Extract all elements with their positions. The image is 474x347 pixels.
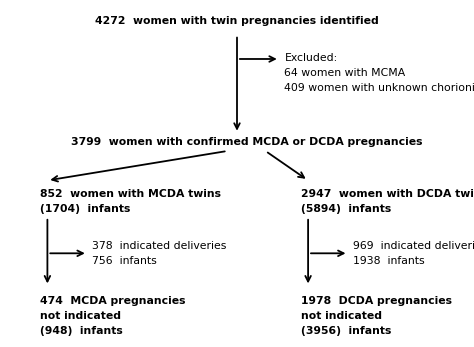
- Text: 474  MCDA pregnancies
not indicated
(948)  infants: 474 MCDA pregnancies not indicated (948)…: [40, 296, 186, 336]
- Text: 1978  DCDA pregnancies
not indicated
(3956)  infants: 1978 DCDA pregnancies not indicated (395…: [301, 296, 452, 336]
- Text: 2947  women with DCDA twins
(5894)  infants: 2947 women with DCDA twins (5894) infant…: [301, 189, 474, 214]
- Text: 969  indicated deliveries
1938  infants: 969 indicated deliveries 1938 infants: [353, 241, 474, 266]
- Text: 4272  women with twin pregnancies identified: 4272 women with twin pregnancies identif…: [95, 16, 379, 26]
- Text: 378  indicated deliveries
756  infants: 378 indicated deliveries 756 infants: [92, 241, 227, 266]
- Text: Excluded:
64 women with MCMA
409 women with unknown chorionicity: Excluded: 64 women with MCMA 409 women w…: [284, 53, 474, 93]
- Text: 3799  women with confirmed MCDA or DCDA pregnancies: 3799 women with confirmed MCDA or DCDA p…: [71, 137, 422, 147]
- Text: 852  women with MCDA twins
(1704)  infants: 852 women with MCDA twins (1704) infants: [40, 189, 221, 214]
